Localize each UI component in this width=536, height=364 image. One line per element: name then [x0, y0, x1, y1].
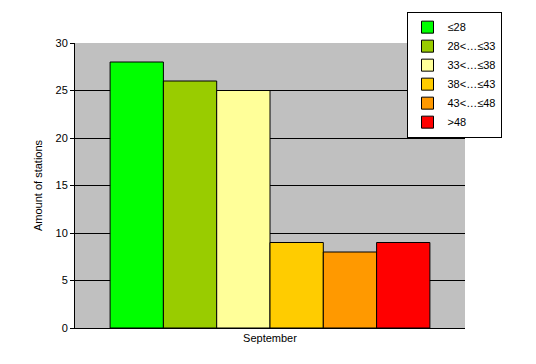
svg-text:25: 25: [56, 84, 68, 96]
svg-text:5: 5: [62, 274, 68, 286]
svg-text:38<…≤43: 38<…≤43: [448, 78, 496, 90]
svg-text:15: 15: [56, 179, 68, 191]
svg-text:10: 10: [56, 227, 68, 239]
svg-text:33<…≤38: 33<…≤38: [448, 59, 496, 71]
svg-text:Amount of stations: Amount of stations: [32, 139, 44, 231]
svg-text:≤28: ≤28: [448, 21, 466, 33]
svg-text:September: September: [243, 332, 297, 344]
svg-text:30: 30: [56, 37, 68, 49]
svg-text:43<…≤48: 43<…≤48: [448, 97, 496, 109]
svg-text:0: 0: [62, 322, 68, 334]
svg-text:28<…≤33: 28<…≤33: [448, 40, 496, 52]
svg-text:>48: >48: [448, 116, 467, 128]
svg-text:20: 20: [56, 132, 68, 144]
